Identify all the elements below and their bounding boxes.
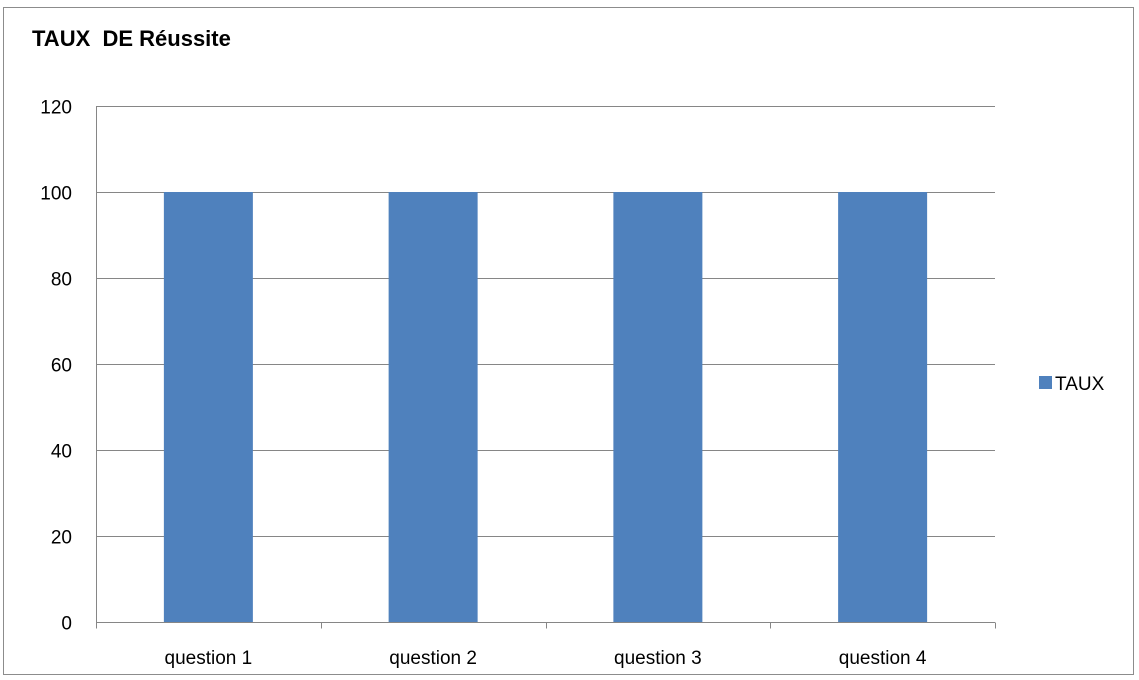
- y-axis-tick-labels: 0 20 40 60 80 100 120: [40, 98, 72, 635]
- x-tick-label: question 4: [839, 648, 927, 669]
- legend: TAUX: [1039, 374, 1105, 395]
- x-tick-label: question 1: [165, 648, 253, 669]
- x-tick-label: question 3: [614, 648, 702, 669]
- x-axis: [96, 622, 996, 629]
- y-tick-label: 60: [51, 356, 72, 377]
- y-tick-label: 120: [40, 98, 72, 119]
- y-tick-label: 0: [61, 614, 72, 635]
- legend-swatch: [1039, 376, 1052, 389]
- bar: [838, 192, 928, 622]
- bars: [163, 192, 928, 622]
- y-tick-label: 80: [51, 270, 72, 291]
- bar: [163, 192, 253, 622]
- chart-title: TAUX DE Réussite: [32, 26, 231, 51]
- x-axis-tick-labels: question 1 question 2 question 3 question 4: [165, 648, 927, 669]
- legend-label: TAUX: [1055, 374, 1105, 395]
- x-tick-label: question 2: [389, 648, 477, 669]
- bar: [613, 192, 703, 622]
- bar: [388, 192, 478, 622]
- y-tick-label: 40: [51, 442, 72, 463]
- y-tick-label: 20: [51, 528, 72, 549]
- y-tick-label: 100: [40, 184, 72, 205]
